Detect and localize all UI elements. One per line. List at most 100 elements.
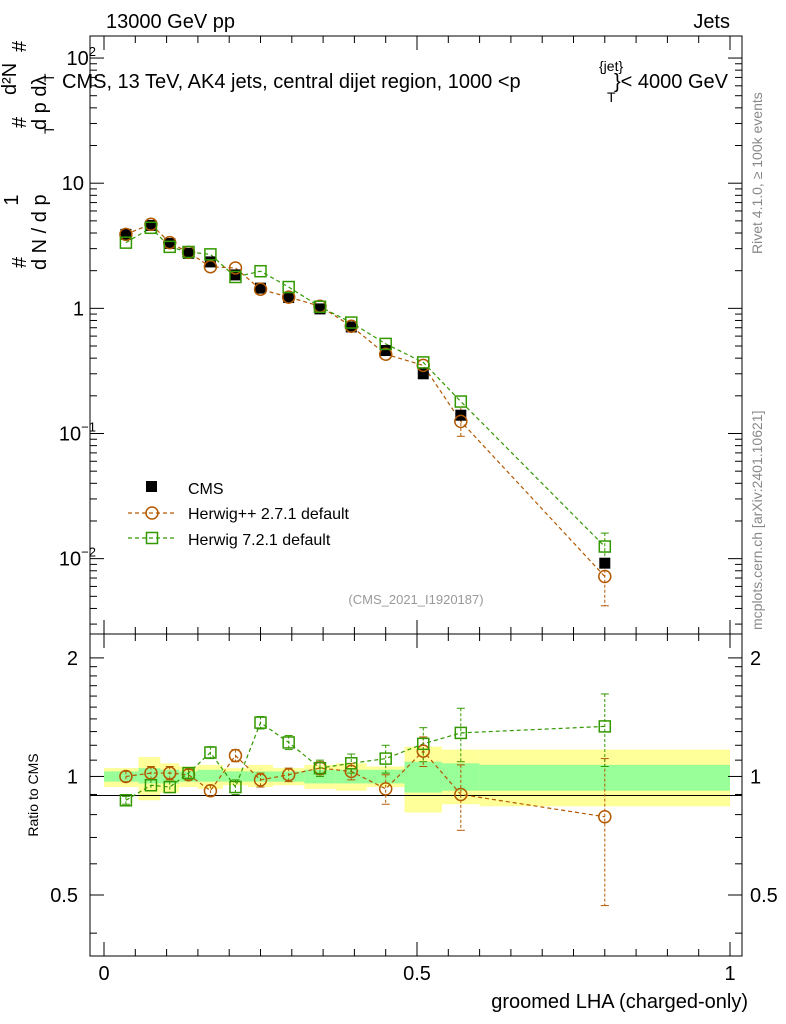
ratio-y-tick-label-right: 1 bbox=[750, 766, 761, 788]
herwig7-point bbox=[417, 356, 430, 369]
ratio-y-tick-label: 0.5 bbox=[50, 885, 78, 907]
herwig7-point bbox=[345, 316, 358, 329]
ratio-y-tick-label: 1 bbox=[67, 766, 78, 788]
ratio-axis-ticks: 0.5 0.5 1 1 2 2 0 0.5 1 bbox=[50, 634, 778, 985]
legend-label-herwig7: Herwig 7.2.1 default bbox=[188, 532, 331, 549]
ratio-y-tick-label: 2 bbox=[67, 648, 78, 670]
ylabel-d2n: d²N bbox=[0, 63, 21, 95]
legend-label-cms: CMS bbox=[188, 481, 224, 498]
main-y-tick-label: 10−2 bbox=[59, 545, 96, 571]
x-tick-label: 0 bbox=[98, 963, 109, 985]
plot-title-end: }< 4000 GeV bbox=[614, 71, 729, 93]
x-axis-label: groomed LHA (charged-only) bbox=[491, 991, 748, 1013]
cms-point bbox=[145, 219, 157, 231]
ratio-herwig7-point bbox=[345, 757, 358, 770]
ratio-herwig7-point bbox=[254, 716, 267, 729]
cms-point bbox=[283, 292, 295, 304]
cms-point bbox=[183, 247, 195, 259]
ylabel-dpt-dl: d p dλ bbox=[29, 76, 51, 130]
ylabel-hash3: # bbox=[9, 40, 31, 52]
ylabel-t: T bbox=[41, 125, 57, 134]
cms-point bbox=[204, 256, 216, 268]
ylabel-hash1: # bbox=[9, 256, 31, 268]
ratio-y-tick-label-right: 2 bbox=[750, 648, 761, 670]
ratio-herwig7-point bbox=[454, 726, 468, 740]
herwigpp-point bbox=[228, 261, 243, 275]
ratio-herwig7-point bbox=[229, 780, 242, 794]
cms-point bbox=[120, 228, 132, 240]
herwig7-point bbox=[229, 270, 242, 284]
ratio-herwig7-point bbox=[204, 746, 217, 759]
ratio-herwig7-point bbox=[282, 736, 295, 749]
collision-label: 13000 GeV pp bbox=[106, 11, 235, 33]
herwigpp-point bbox=[253, 282, 268, 297]
ratio-y-tick-label-right: 0.5 bbox=[750, 885, 778, 907]
ratio-series bbox=[119, 693, 612, 907]
ylabel-t2: T bbox=[41, 73, 57, 82]
herwig7-point bbox=[119, 236, 133, 249]
ratio-herwigpp-point bbox=[203, 783, 218, 798]
ratio-herwig7-point bbox=[182, 766, 195, 780]
herwig7-point bbox=[282, 280, 295, 294]
ratio-herwigpp-point bbox=[228, 748, 243, 763]
main-y-tick-label: 102 bbox=[67, 44, 96, 70]
herwig7-point bbox=[598, 540, 612, 553]
cms-point bbox=[417, 368, 429, 380]
cms-point bbox=[255, 282, 266, 294]
cms-point bbox=[314, 303, 326, 315]
main-y-tick-exponent: −2 bbox=[81, 545, 96, 560]
ratio-herwigpp-point bbox=[416, 744, 431, 758]
main-y-tick-exponent: 2 bbox=[89, 44, 96, 59]
herwig7-point bbox=[182, 245, 195, 259]
ratio-herwig7-point bbox=[313, 761, 327, 775]
plot-title-sub: T bbox=[607, 89, 616, 105]
cms-point bbox=[380, 345, 392, 357]
main-y-tick-label: 1 bbox=[73, 298, 84, 320]
ylabel-hash2: # bbox=[9, 116, 31, 128]
ratio-herwig7-point bbox=[379, 752, 392, 765]
ratio-series-line bbox=[125, 721, 605, 801]
herwigpp-point bbox=[454, 414, 468, 429]
legend-marker-herwigpp bbox=[145, 506, 159, 520]
herwig7-point bbox=[163, 240, 176, 254]
plot-title-sup: {jet} bbox=[599, 58, 623, 74]
cms-point bbox=[229, 269, 241, 281]
legend: CMS Herwig++ 2.7.1 default Herwig 7.2.1 … bbox=[128, 481, 350, 549]
analysis-id: (CMS_2021_I1920187) bbox=[348, 592, 483, 607]
ratio-herwig7-point bbox=[163, 780, 176, 794]
herwig7-point bbox=[313, 300, 327, 313]
rivet-label: Rivet 4.1.0, ≥ 100k events bbox=[749, 92, 765, 254]
legend-marker-cms bbox=[146, 481, 157, 492]
band-inner-segment bbox=[104, 771, 139, 782]
ratio-uncertainty-bands bbox=[104, 746, 730, 813]
ratio-herwig7-point bbox=[598, 720, 612, 733]
plot-title: CMS, 13 TeV, AK4 jets, central dijet reg… bbox=[62, 71, 521, 93]
cms-point bbox=[599, 557, 611, 569]
mcplots-label: mcplots.cern.ch [arXiv:2401.10621] bbox=[749, 411, 765, 630]
ratio-herwigpp-point bbox=[344, 764, 359, 779]
ratio-herwig7-point bbox=[417, 737, 430, 751]
ratio-y-axis-label: Ratio to CMS bbox=[25, 753, 41, 836]
band-inner-segment bbox=[197, 769, 223, 782]
ratio-herwigpp-point bbox=[281, 767, 296, 782]
herwig7-point bbox=[454, 395, 468, 408]
herwigpp-point bbox=[119, 227, 133, 242]
herwigpp-point bbox=[378, 347, 393, 361]
herwig7-point bbox=[144, 221, 158, 235]
herwigpp-point bbox=[281, 290, 296, 304]
herwig7-point bbox=[254, 264, 267, 278]
cms-point bbox=[164, 237, 176, 249]
band-inner-segment bbox=[273, 771, 305, 782]
ratio-herwigpp-point bbox=[119, 769, 133, 784]
ratio-herwigpp-point bbox=[454, 787, 468, 802]
herwigpp-point bbox=[598, 569, 612, 584]
ratio-herwig7-point bbox=[119, 794, 133, 807]
ratio-herwigpp-point bbox=[253, 773, 268, 787]
herwig7-point bbox=[204, 248, 217, 261]
main-series bbox=[119, 217, 612, 607]
x-tick-label: 0.5 bbox=[403, 963, 431, 985]
ylabel-dn-dpt: d N / d p bbox=[29, 194, 51, 270]
ratio-herwigpp-point bbox=[378, 782, 393, 796]
